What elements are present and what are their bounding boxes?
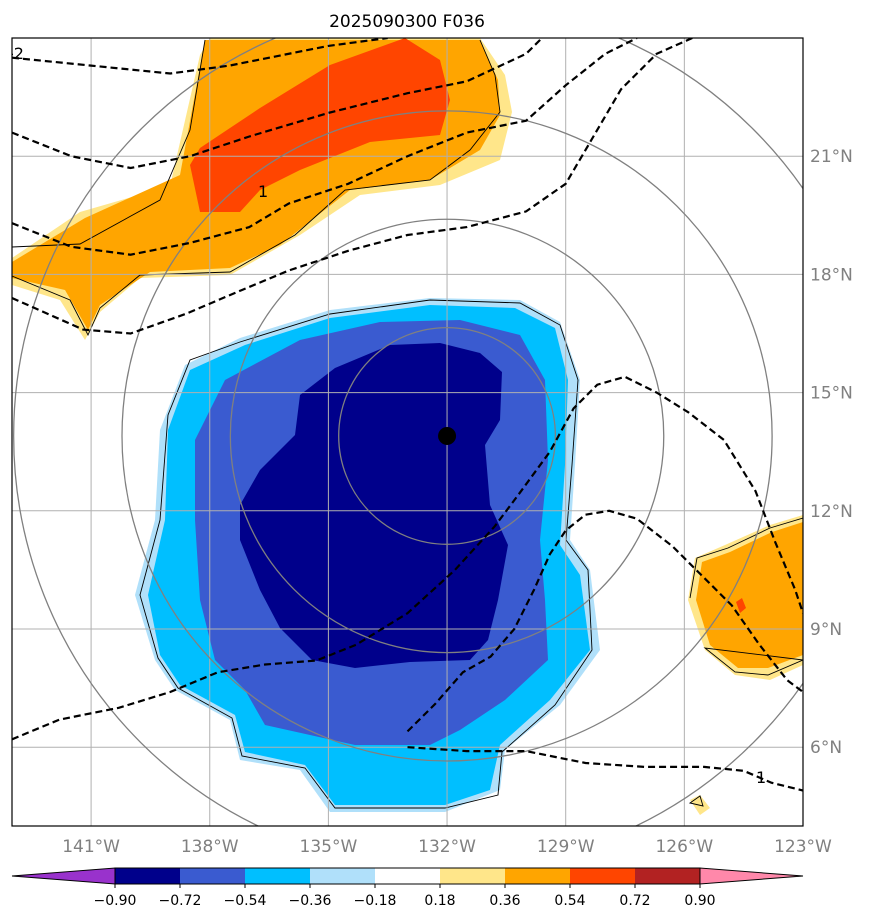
lat-tick-label: 18°N [810, 265, 853, 285]
lon-tick-label: 138°W [181, 837, 239, 857]
dashed-contour-6 [407, 746, 803, 792]
lon-tick-label: 123°W [774, 837, 832, 857]
lon-tick-label: 132°W [418, 837, 476, 857]
colorbar-segment [180, 868, 245, 884]
plot-area: -2 1 1 [8, 38, 803, 826]
range-ring-2 [229, 218, 665, 654]
shading-negative-center [135, 298, 600, 812]
range-ring-4 [13, 38, 803, 826]
colorbar-segment [635, 868, 700, 884]
contour-labels: -2 1 1 [8, 44, 766, 787]
colorbar-segment [440, 868, 505, 884]
shade-band-neg-0.72 [240, 343, 508, 668]
chart-title: 2025090300 F036 [329, 12, 485, 32]
storm-center-marker [438, 426, 457, 445]
dashed-contour-2 [12, 38, 638, 256]
dashed-contours [12, 38, 803, 792]
lat-tick-label: 9°N [810, 620, 842, 640]
dashed-contour-4 [12, 375, 803, 741]
colorbar-segment [570, 868, 635, 884]
gridlines [12, 38, 803, 826]
lon-tick-label: 129°W [537, 837, 595, 857]
colorbar-segment [375, 868, 440, 884]
lat-tick-label: 6°N [810, 738, 842, 758]
outline-contours [12, 39, 803, 809]
colorbar: −0.90 −0.72 −0.54 −0.36 −0.18 0.18 0.36 0.54 0.7… [11, 867, 804, 909]
lon-tick-label: 126°W [655, 837, 713, 857]
colorbar-tick-label: 0.36 [489, 893, 520, 909]
colorbar-tick-label: 0.18 [424, 893, 455, 909]
colorbar-tick-label: 0.72 [619, 893, 650, 909]
dashed-contour-3 [12, 38, 693, 335]
colorbar-tick-label: −0.90 [94, 893, 137, 909]
latitude-tick-labels: 6°N 9°N 12°N 15°N 18°N 21°N [810, 147, 853, 758]
lon-tick-label: 135°W [300, 837, 358, 857]
lat-tick-label: 15°N [810, 384, 853, 404]
shading-positive-east [688, 515, 803, 815]
dashed-contour-5 [406, 509, 803, 733]
colorbar-segment [115, 868, 180, 884]
colorbar-tick-label: −0.36 [289, 893, 332, 909]
colorbar-extend-high [699, 867, 804, 885]
colorbar-segment [310, 868, 375, 884]
colorbar-tick-label: −0.18 [354, 893, 397, 909]
outline-negative-center [139, 299, 593, 809]
lat-tick-label: 21°N [810, 147, 853, 167]
contour-label-1-south: 1 [756, 768, 766, 787]
colorbar-tick-label: −0.54 [224, 893, 267, 909]
outline-small-triangle [688, 795, 704, 807]
colorbar-tick-label: 0.90 [684, 893, 715, 909]
colorbar-segment [505, 868, 570, 884]
colorbar-segment [245, 868, 310, 884]
longitude-tick-labels: 141°W 138°W 135°W 132°W 129°W 126°W 123°W [62, 837, 832, 857]
contour-label-minus-2: -2 [8, 44, 24, 63]
colorbar-extend-low [11, 867, 116, 885]
shade-band-0.54 [190, 38, 450, 212]
lat-tick-label: 12°N [810, 502, 853, 522]
colorbar-tick-label: −0.72 [159, 893, 202, 909]
plot-frame [11, 37, 804, 827]
contour-label-1-north: 1 [258, 182, 268, 201]
range-rings [13, 38, 803, 826]
dashed-contour-0 [12, 38, 388, 75]
outline-positive-east [689, 517, 803, 676]
dashed-contour-1 [12, 38, 543, 170]
range-ring-1 [338, 326, 557, 545]
range-ring-3 [121, 110, 773, 762]
colorbar-tick-label: 0.54 [554, 893, 585, 909]
shade-band-east-0.36 [696, 522, 803, 668]
lon-tick-label: 141°W [62, 837, 120, 857]
shading-positive-northwest [12, 38, 512, 340]
colorbar-frame [114, 867, 701, 885]
shade-small-red [736, 598, 746, 613]
